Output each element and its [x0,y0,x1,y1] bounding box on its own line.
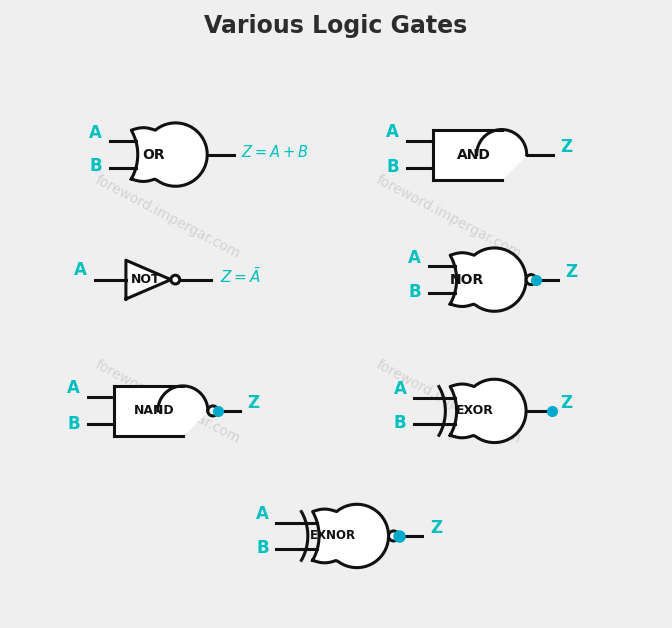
Polygon shape [450,379,526,443]
Text: A: A [75,261,87,279]
Text: B: B [386,158,399,176]
Text: EXNOR: EXNOR [310,529,356,543]
Text: Z: Z [247,394,259,413]
Polygon shape [312,504,388,568]
Polygon shape [450,248,526,311]
Text: Z: Z [560,394,572,413]
Text: $Z = \bar{A}$: $Z = \bar{A}$ [220,267,261,286]
Circle shape [208,406,218,416]
Polygon shape [126,260,171,299]
Text: EXOR: EXOR [456,404,494,418]
Text: $Z = A + B$: $Z = A + B$ [241,144,308,160]
Text: foreword.impergar.com: foreword.impergar.com [374,173,523,261]
Text: A: A [394,380,407,398]
Circle shape [388,531,398,541]
Text: foreword.impergar.com: foreword.impergar.com [374,357,523,446]
Text: Various Logic Gates: Various Logic Gates [204,14,468,38]
Text: Z: Z [566,263,578,281]
Text: B: B [409,283,421,301]
Text: B: B [68,414,80,433]
Text: NOT: NOT [130,273,160,286]
Text: NOR: NOR [450,273,485,286]
Text: Z: Z [430,519,442,538]
Polygon shape [131,123,207,187]
Polygon shape [114,386,208,436]
Text: A: A [408,249,421,267]
Text: NAND: NAND [134,404,175,418]
Text: B: B [256,539,269,557]
Text: B: B [394,414,407,432]
Text: A: A [89,124,102,142]
Text: AND: AND [456,148,491,161]
Text: OR: OR [142,148,165,161]
Circle shape [526,274,536,284]
Text: B: B [89,158,102,175]
Circle shape [171,275,179,284]
Polygon shape [433,129,527,180]
Text: Z: Z [560,138,573,156]
Text: A: A [256,505,269,523]
Text: foreword.impergar.com: foreword.impergar.com [92,173,242,261]
Text: A: A [386,122,399,141]
Text: foreword.impergar.com: foreword.impergar.com [92,357,242,446]
Text: A: A [67,379,80,397]
